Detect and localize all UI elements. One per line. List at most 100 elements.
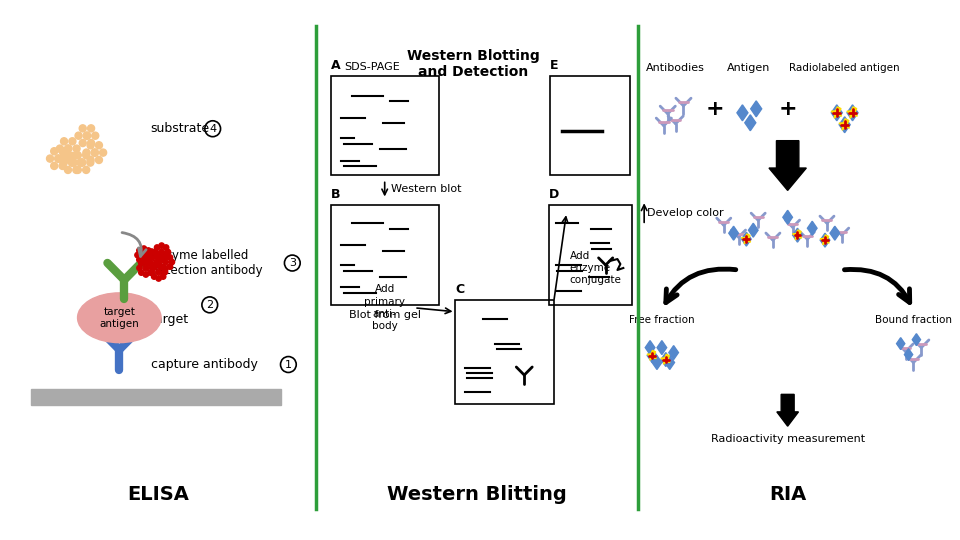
Circle shape bbox=[84, 132, 90, 139]
Circle shape bbox=[77, 159, 84, 166]
Circle shape bbox=[159, 256, 164, 261]
Circle shape bbox=[51, 148, 58, 155]
Polygon shape bbox=[897, 338, 905, 349]
Circle shape bbox=[141, 252, 147, 258]
Circle shape bbox=[51, 163, 58, 170]
Circle shape bbox=[165, 249, 171, 255]
Circle shape bbox=[153, 249, 157, 255]
Circle shape bbox=[143, 265, 149, 271]
Text: SDS-PAGE: SDS-PAGE bbox=[345, 62, 400, 72]
Circle shape bbox=[154, 260, 159, 265]
Text: 3: 3 bbox=[289, 258, 296, 268]
Circle shape bbox=[138, 261, 144, 266]
Circle shape bbox=[136, 265, 142, 271]
Circle shape bbox=[74, 166, 82, 173]
FancyArrowPatch shape bbox=[122, 233, 146, 256]
Circle shape bbox=[145, 260, 150, 265]
Circle shape bbox=[149, 262, 155, 267]
Text: RIA: RIA bbox=[769, 485, 806, 504]
Text: 4: 4 bbox=[209, 124, 216, 134]
Polygon shape bbox=[793, 230, 802, 240]
Polygon shape bbox=[777, 394, 799, 426]
Text: B: B bbox=[330, 188, 340, 201]
Circle shape bbox=[158, 264, 164, 269]
Circle shape bbox=[83, 166, 89, 173]
Polygon shape bbox=[904, 349, 913, 361]
Bar bbox=[330, 205, 439, 305]
Bar bbox=[330, 76, 439, 176]
Circle shape bbox=[141, 246, 147, 251]
Text: +: + bbox=[706, 99, 724, 119]
Text: enzyme labelled
detection antibody: enzyme labelled detection antibody bbox=[151, 249, 262, 277]
Text: Western Blitting: Western Blitting bbox=[387, 485, 567, 504]
Circle shape bbox=[83, 152, 89, 159]
Polygon shape bbox=[745, 115, 756, 131]
Circle shape bbox=[155, 254, 159, 259]
Polygon shape bbox=[847, 107, 857, 118]
Polygon shape bbox=[647, 349, 657, 362]
Circle shape bbox=[70, 159, 77, 166]
Circle shape bbox=[136, 257, 142, 262]
Circle shape bbox=[86, 159, 94, 166]
Text: Bound fraction: Bound fraction bbox=[875, 315, 952, 325]
Circle shape bbox=[162, 269, 168, 275]
Circle shape bbox=[169, 259, 175, 265]
Polygon shape bbox=[669, 346, 679, 360]
Text: A: A bbox=[330, 59, 340, 72]
Bar bbox=[455, 300, 554, 404]
Text: capture antibody: capture antibody bbox=[151, 358, 257, 371]
Circle shape bbox=[75, 132, 82, 139]
Circle shape bbox=[156, 269, 161, 275]
Circle shape bbox=[87, 141, 94, 149]
Circle shape bbox=[167, 264, 173, 269]
Circle shape bbox=[141, 259, 147, 264]
Circle shape bbox=[87, 125, 95, 132]
Circle shape bbox=[69, 152, 76, 159]
Circle shape bbox=[143, 259, 149, 264]
Circle shape bbox=[73, 145, 80, 152]
Circle shape bbox=[95, 141, 103, 149]
Polygon shape bbox=[661, 353, 671, 367]
Circle shape bbox=[68, 159, 76, 166]
Text: substrate: substrate bbox=[151, 122, 210, 135]
Circle shape bbox=[156, 255, 161, 261]
Circle shape bbox=[64, 166, 71, 173]
Polygon shape bbox=[807, 221, 817, 235]
Circle shape bbox=[158, 249, 164, 255]
Circle shape bbox=[156, 263, 161, 268]
Text: E: E bbox=[550, 59, 559, 72]
Circle shape bbox=[163, 245, 169, 250]
Circle shape bbox=[80, 125, 86, 132]
Circle shape bbox=[148, 270, 153, 275]
Circle shape bbox=[57, 145, 63, 152]
Circle shape bbox=[74, 152, 82, 159]
Circle shape bbox=[138, 270, 144, 275]
Bar bbox=[550, 76, 631, 176]
Circle shape bbox=[78, 159, 85, 166]
Circle shape bbox=[73, 166, 80, 173]
Circle shape bbox=[91, 149, 99, 157]
Circle shape bbox=[60, 148, 66, 155]
Text: D: D bbox=[549, 188, 559, 201]
Circle shape bbox=[69, 138, 76, 145]
Circle shape bbox=[149, 249, 155, 254]
Polygon shape bbox=[830, 226, 840, 240]
Circle shape bbox=[55, 155, 62, 163]
Circle shape bbox=[163, 254, 169, 259]
Polygon shape bbox=[652, 355, 661, 369]
Circle shape bbox=[64, 152, 71, 159]
Circle shape bbox=[150, 265, 155, 271]
Circle shape bbox=[64, 145, 72, 152]
Polygon shape bbox=[737, 105, 748, 121]
Polygon shape bbox=[645, 341, 655, 355]
Circle shape bbox=[87, 139, 95, 146]
Circle shape bbox=[146, 257, 151, 262]
Polygon shape bbox=[912, 334, 921, 346]
Circle shape bbox=[100, 149, 107, 156]
Text: C: C bbox=[455, 283, 465, 296]
Circle shape bbox=[60, 152, 67, 159]
Circle shape bbox=[92, 132, 99, 139]
Polygon shape bbox=[729, 226, 738, 240]
Polygon shape bbox=[741, 232, 751, 246]
Text: Free fraction: Free fraction bbox=[629, 315, 695, 325]
